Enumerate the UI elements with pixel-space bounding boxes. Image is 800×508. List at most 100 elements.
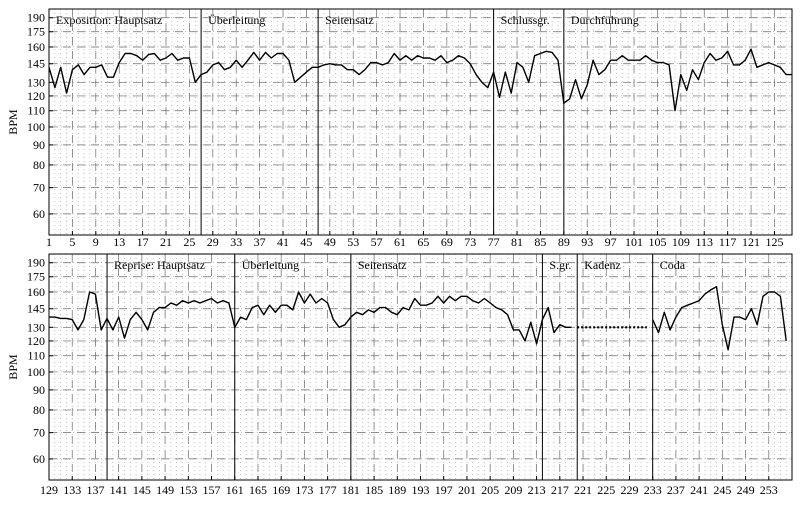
section-label: Durchführung: [571, 13, 639, 27]
x-tick-label: 109: [672, 235, 690, 249]
section-label: Coda: [660, 258, 686, 272]
y-tick-label: 130: [27, 320, 45, 334]
x-tick-label: 161: [226, 483, 244, 497]
section-label: Seitensatz: [358, 258, 407, 272]
x-tick-label: 245: [713, 483, 731, 497]
y-axis-label: BPM: [6, 354, 20, 380]
section-label: Überleitung: [208, 13, 265, 27]
section-label: Reprise: Hauptsatz: [114, 258, 205, 272]
y-tick-label: 190: [27, 11, 45, 25]
y-tick-label: 70: [33, 426, 45, 440]
y-tick-label: 145: [27, 57, 45, 71]
y-tick-label: 130: [27, 75, 45, 89]
x-tick-label: 197: [435, 483, 453, 497]
x-tick-label: 21: [160, 235, 172, 249]
x-tick-label: 53: [347, 235, 359, 249]
x-tick-label: 113: [695, 235, 713, 249]
x-tick-label: 177: [319, 483, 337, 497]
x-tick-label: 61: [394, 235, 406, 249]
x-tick-label: 57: [371, 235, 383, 249]
x-tick-label: 201: [458, 483, 476, 497]
x-tick-label: 89: [558, 235, 570, 249]
y-tick-label: 60: [33, 452, 45, 466]
x-tick-label: 205: [481, 483, 499, 497]
y-tick-label: 110: [27, 349, 45, 363]
x-tick-label: 97: [605, 235, 617, 249]
y-tick-label: 190: [27, 256, 45, 270]
y-axis-label: BPM: [6, 109, 20, 135]
x-tick-label: 117: [719, 235, 737, 249]
y-tick-label: 100: [27, 120, 45, 134]
x-tick-label: 237: [667, 483, 685, 497]
y-tick-label: 100: [27, 365, 45, 379]
x-tick-label: 37: [254, 235, 266, 249]
x-tick-label: 157: [203, 483, 221, 497]
x-tick-label: 69: [441, 235, 453, 249]
x-tick-label: 153: [179, 483, 197, 497]
y-tick-label: 120: [27, 334, 45, 348]
series-line-3: [652, 286, 787, 351]
x-tick-label: 1: [46, 235, 52, 249]
x-tick-label: 173: [295, 483, 313, 497]
x-tick-label: 181: [342, 483, 360, 497]
x-tick-label: 13: [113, 235, 125, 249]
x-tick-label: 221: [574, 483, 592, 497]
series-line-1: [49, 291, 572, 345]
y-tick-label: 60: [33, 207, 45, 221]
x-tick-label: 33: [230, 235, 242, 249]
x-tick-label: 133: [63, 483, 81, 497]
x-tick-label: 229: [620, 483, 638, 497]
y-tick-label: 160: [27, 40, 45, 54]
x-tick-label: 93: [581, 235, 593, 249]
x-tick-label: 45: [300, 235, 312, 249]
y-tick-label: 120: [27, 89, 45, 103]
x-tick-label: 9: [93, 235, 99, 249]
x-tick-label: 249: [737, 483, 755, 497]
x-tick-label: 141: [110, 483, 128, 497]
x-tick-label: 189: [388, 483, 406, 497]
x-tick-label: 225: [597, 483, 615, 497]
series-line-1: [48, 48, 792, 112]
x-tick-label: 169: [272, 483, 290, 497]
x-tick-label: 185: [365, 483, 383, 497]
x-tick-label: 165: [249, 483, 267, 497]
x-tick-label: 5: [69, 235, 75, 249]
x-tick-label: 209: [504, 483, 522, 497]
y-tick-label: 80: [33, 403, 45, 417]
y-tick-label: 175: [27, 25, 45, 39]
x-tick-label: 145: [133, 483, 151, 497]
x-tick-label: 121: [742, 235, 760, 249]
y-tick-label: 160: [27, 285, 45, 299]
x-tick-label: 213: [528, 483, 546, 497]
x-tick-label: 105: [648, 235, 666, 249]
x-tick-label: 217: [551, 483, 569, 497]
section-label: Exposition: Hauptsatz: [56, 13, 162, 27]
y-tick-label: 90: [33, 138, 45, 152]
x-tick-label: 253: [760, 483, 778, 497]
x-tick-label: 129: [40, 483, 58, 497]
x-tick-label: 41: [277, 235, 289, 249]
y-tick-label: 70: [33, 181, 45, 195]
y-tick-label: 90: [33, 383, 45, 397]
x-tick-label: 29: [207, 235, 219, 249]
x-tick-label: 81: [511, 235, 523, 249]
x-tick-label: 49: [324, 235, 336, 249]
x-tick-label: 77: [488, 235, 500, 249]
x-tick-label: 149: [156, 483, 174, 497]
x-tick-label: 233: [644, 483, 662, 497]
section-label: S.gr.: [549, 258, 571, 272]
x-tick-label: 241: [690, 483, 708, 497]
x-tick-label: 125: [765, 235, 783, 249]
y-tick-label: 110: [27, 104, 45, 118]
x-tick-label: 25: [183, 235, 195, 249]
y-tick-label: 145: [27, 302, 45, 316]
x-tick-label: 137: [86, 483, 104, 497]
x-tick-label: 85: [534, 235, 546, 249]
x-tick-label: 65: [417, 235, 429, 249]
section-label: Überleitung: [242, 258, 299, 272]
x-tick-label: 17: [137, 235, 149, 249]
y-tick-label: 175: [27, 270, 45, 284]
